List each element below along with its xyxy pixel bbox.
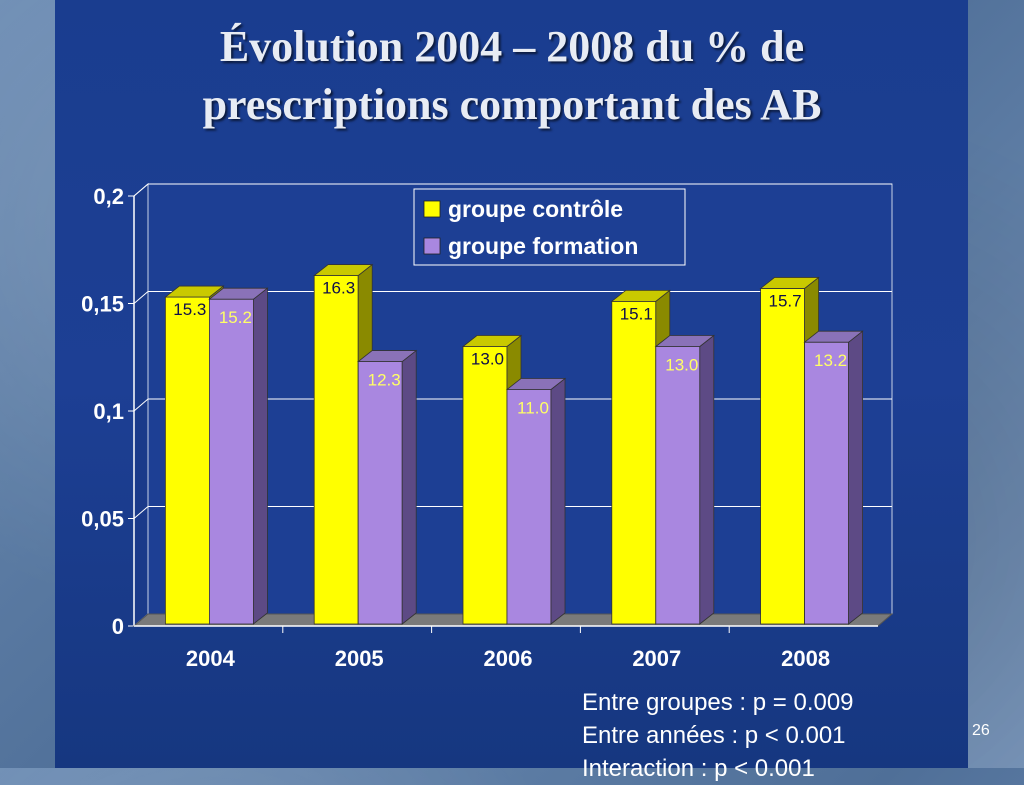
x-tick-label: 2007 <box>632 646 681 671</box>
data-label: 13.0 <box>665 356 698 375</box>
bar-controle <box>164 296 210 625</box>
bar-controle <box>611 300 657 625</box>
x-tick-label: 2005 <box>335 646 384 671</box>
y-tick-label: 0 <box>112 614 124 639</box>
data-label: 13.2 <box>814 351 847 370</box>
gridline-side <box>133 183 149 197</box>
stat-between-years: Entre années : p < 0.001 <box>582 722 846 749</box>
x-tick-label: 2004 <box>186 646 236 671</box>
bar-side <box>401 349 417 625</box>
legend-swatch <box>423 200 441 218</box>
stat-between-groups: Entre groupes : p = 0.009 <box>582 689 854 716</box>
x-axis: 2004 2005 2006 2007 2008 <box>186 626 830 671</box>
legend-box <box>413 188 686 266</box>
data-label: 13.0 <box>471 350 504 369</box>
bar-chart: 0 0,05 0,1 0,15 0,2 15.3 15.2 16.3 12.3 13.0 11.0… <box>81 182 894 671</box>
y-tick-label: 0,05 <box>81 507 124 532</box>
chart-data-labels: 15.3 15.2 16.3 12.3 13.0 11.0 15.1 13.0 15.7 13.2 <box>173 279 847 418</box>
slide-title: Évolution 2004 – 2008 du % de prescripti… <box>0 18 1024 134</box>
bar-formation <box>804 341 849 625</box>
bar-controle <box>313 275 359 625</box>
y-tick-label: 0,1 <box>93 399 124 424</box>
legend-label: groupe contrôle <box>448 196 623 222</box>
slide-title-line-2: prescriptions comportant des AB <box>202 80 822 129</box>
x-tick-label: 2006 <box>484 646 533 671</box>
data-label: 16.3 <box>322 279 355 298</box>
y-axis: 0 0,05 0,1 0,15 0,2 <box>81 184 135 639</box>
chart-bars <box>164 263 864 625</box>
bar-top <box>461 335 523 347</box>
gridline-side <box>133 506 149 519</box>
bar-top <box>164 285 225 298</box>
data-label: 15.7 <box>769 291 802 310</box>
x-tick-label: 2008 <box>781 646 830 671</box>
gridline-side <box>133 291 149 304</box>
bar-top <box>610 289 671 302</box>
chart-legend: groupe contrôle groupe formation <box>413 188 686 266</box>
bar-top <box>313 264 374 276</box>
bar-top <box>505 378 567 390</box>
legend-swatch <box>423 237 441 255</box>
bar-side <box>550 377 566 625</box>
y-tick-label: 0,2 <box>93 184 124 209</box>
bar-formation <box>357 361 403 625</box>
legend-label: groupe formation <box>448 233 638 259</box>
stat-interaction: Interaction : p < 0.001 <box>582 755 815 782</box>
bar-controle <box>760 288 805 625</box>
bar-top <box>208 287 269 300</box>
page-number: 26 <box>972 722 990 739</box>
bar-top <box>803 330 864 343</box>
data-label: 15.3 <box>173 300 206 319</box>
data-label: 12.3 <box>368 371 401 390</box>
gridline-side <box>133 398 149 412</box>
bar-formation <box>506 389 552 625</box>
slide-title-line-1: Évolution 2004 – 2008 du % de <box>219 22 805 71</box>
bar-top <box>654 335 715 347</box>
bar-side <box>252 287 268 625</box>
bar-side <box>699 334 715 625</box>
y-tick-label: 0,15 <box>81 292 124 317</box>
data-label: 15.2 <box>219 308 252 327</box>
statistics-block: Entre groupes : p = 0.009 Entre années :… <box>582 686 854 785</box>
bar-controle <box>462 346 508 625</box>
bar-top <box>759 277 820 289</box>
bar-formation <box>208 298 254 625</box>
bar-top <box>357 350 418 362</box>
data-label: 15.1 <box>620 304 653 323</box>
data-label: 11.0 <box>517 399 549 418</box>
bar-formation <box>655 346 701 625</box>
bar-side <box>848 330 863 625</box>
